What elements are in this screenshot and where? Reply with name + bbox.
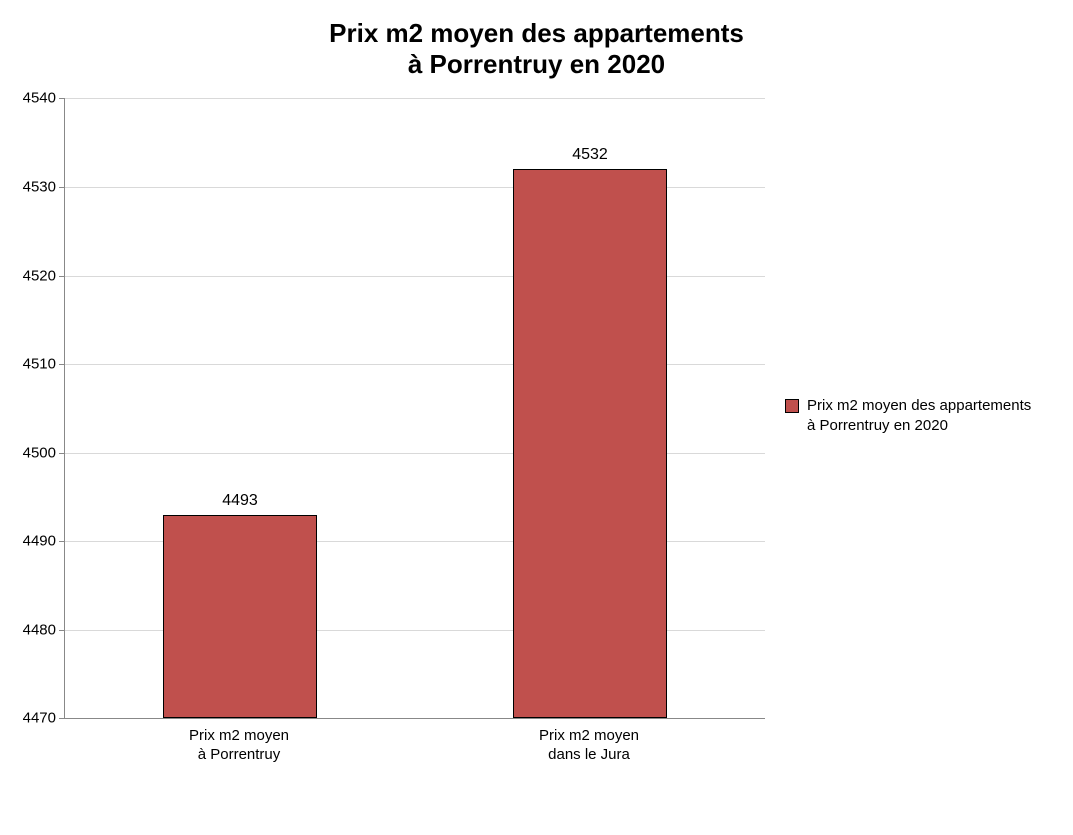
y-tick-label: 4520 (23, 267, 56, 284)
x-tick-label: Prix m2 moyendans le Jura (489, 727, 689, 765)
gridline (65, 98, 765, 99)
x-axis-labels: Prix m2 moyenà Porrentruy Prix m2 moyenda… (64, 719, 764, 769)
y-tick-label: 4530 (23, 178, 56, 195)
legend-swatch (785, 399, 799, 413)
y-tick-label: 4500 (23, 444, 56, 461)
y-tick-label: 4510 (23, 356, 56, 373)
chart-area: 44704480449045004510452045304540 4493453… (4, 98, 1073, 719)
y-tick-label: 4490 (23, 533, 56, 550)
y-axis: 44704480449045004510452045304540 (4, 98, 64, 718)
chart-title-line2: à Porrentruy en 2020 (0, 49, 1073, 80)
bar: 4493 (163, 515, 317, 719)
y-tick-label: 4540 (23, 90, 56, 107)
bar-value-label: 4532 (514, 146, 666, 164)
legend-text: Prix m2 moyen des appartements à Porrent… (807, 396, 1031, 435)
y-tick-label: 4470 (23, 710, 56, 727)
legend: Prix m2 moyen des appartements à Porrent… (785, 396, 1031, 435)
bar-value-label: 4493 (164, 492, 316, 510)
x-tick-label: Prix m2 moyenà Porrentruy (139, 727, 339, 765)
chart-title-line1: Prix m2 moyen des appartements (0, 18, 1073, 49)
bar: 4532 (513, 169, 667, 718)
y-tick-label: 4480 (23, 621, 56, 638)
chart-title: Prix m2 moyen des appartements à Porrent… (0, 0, 1073, 80)
plot-area: 4493 4532 (64, 98, 765, 719)
